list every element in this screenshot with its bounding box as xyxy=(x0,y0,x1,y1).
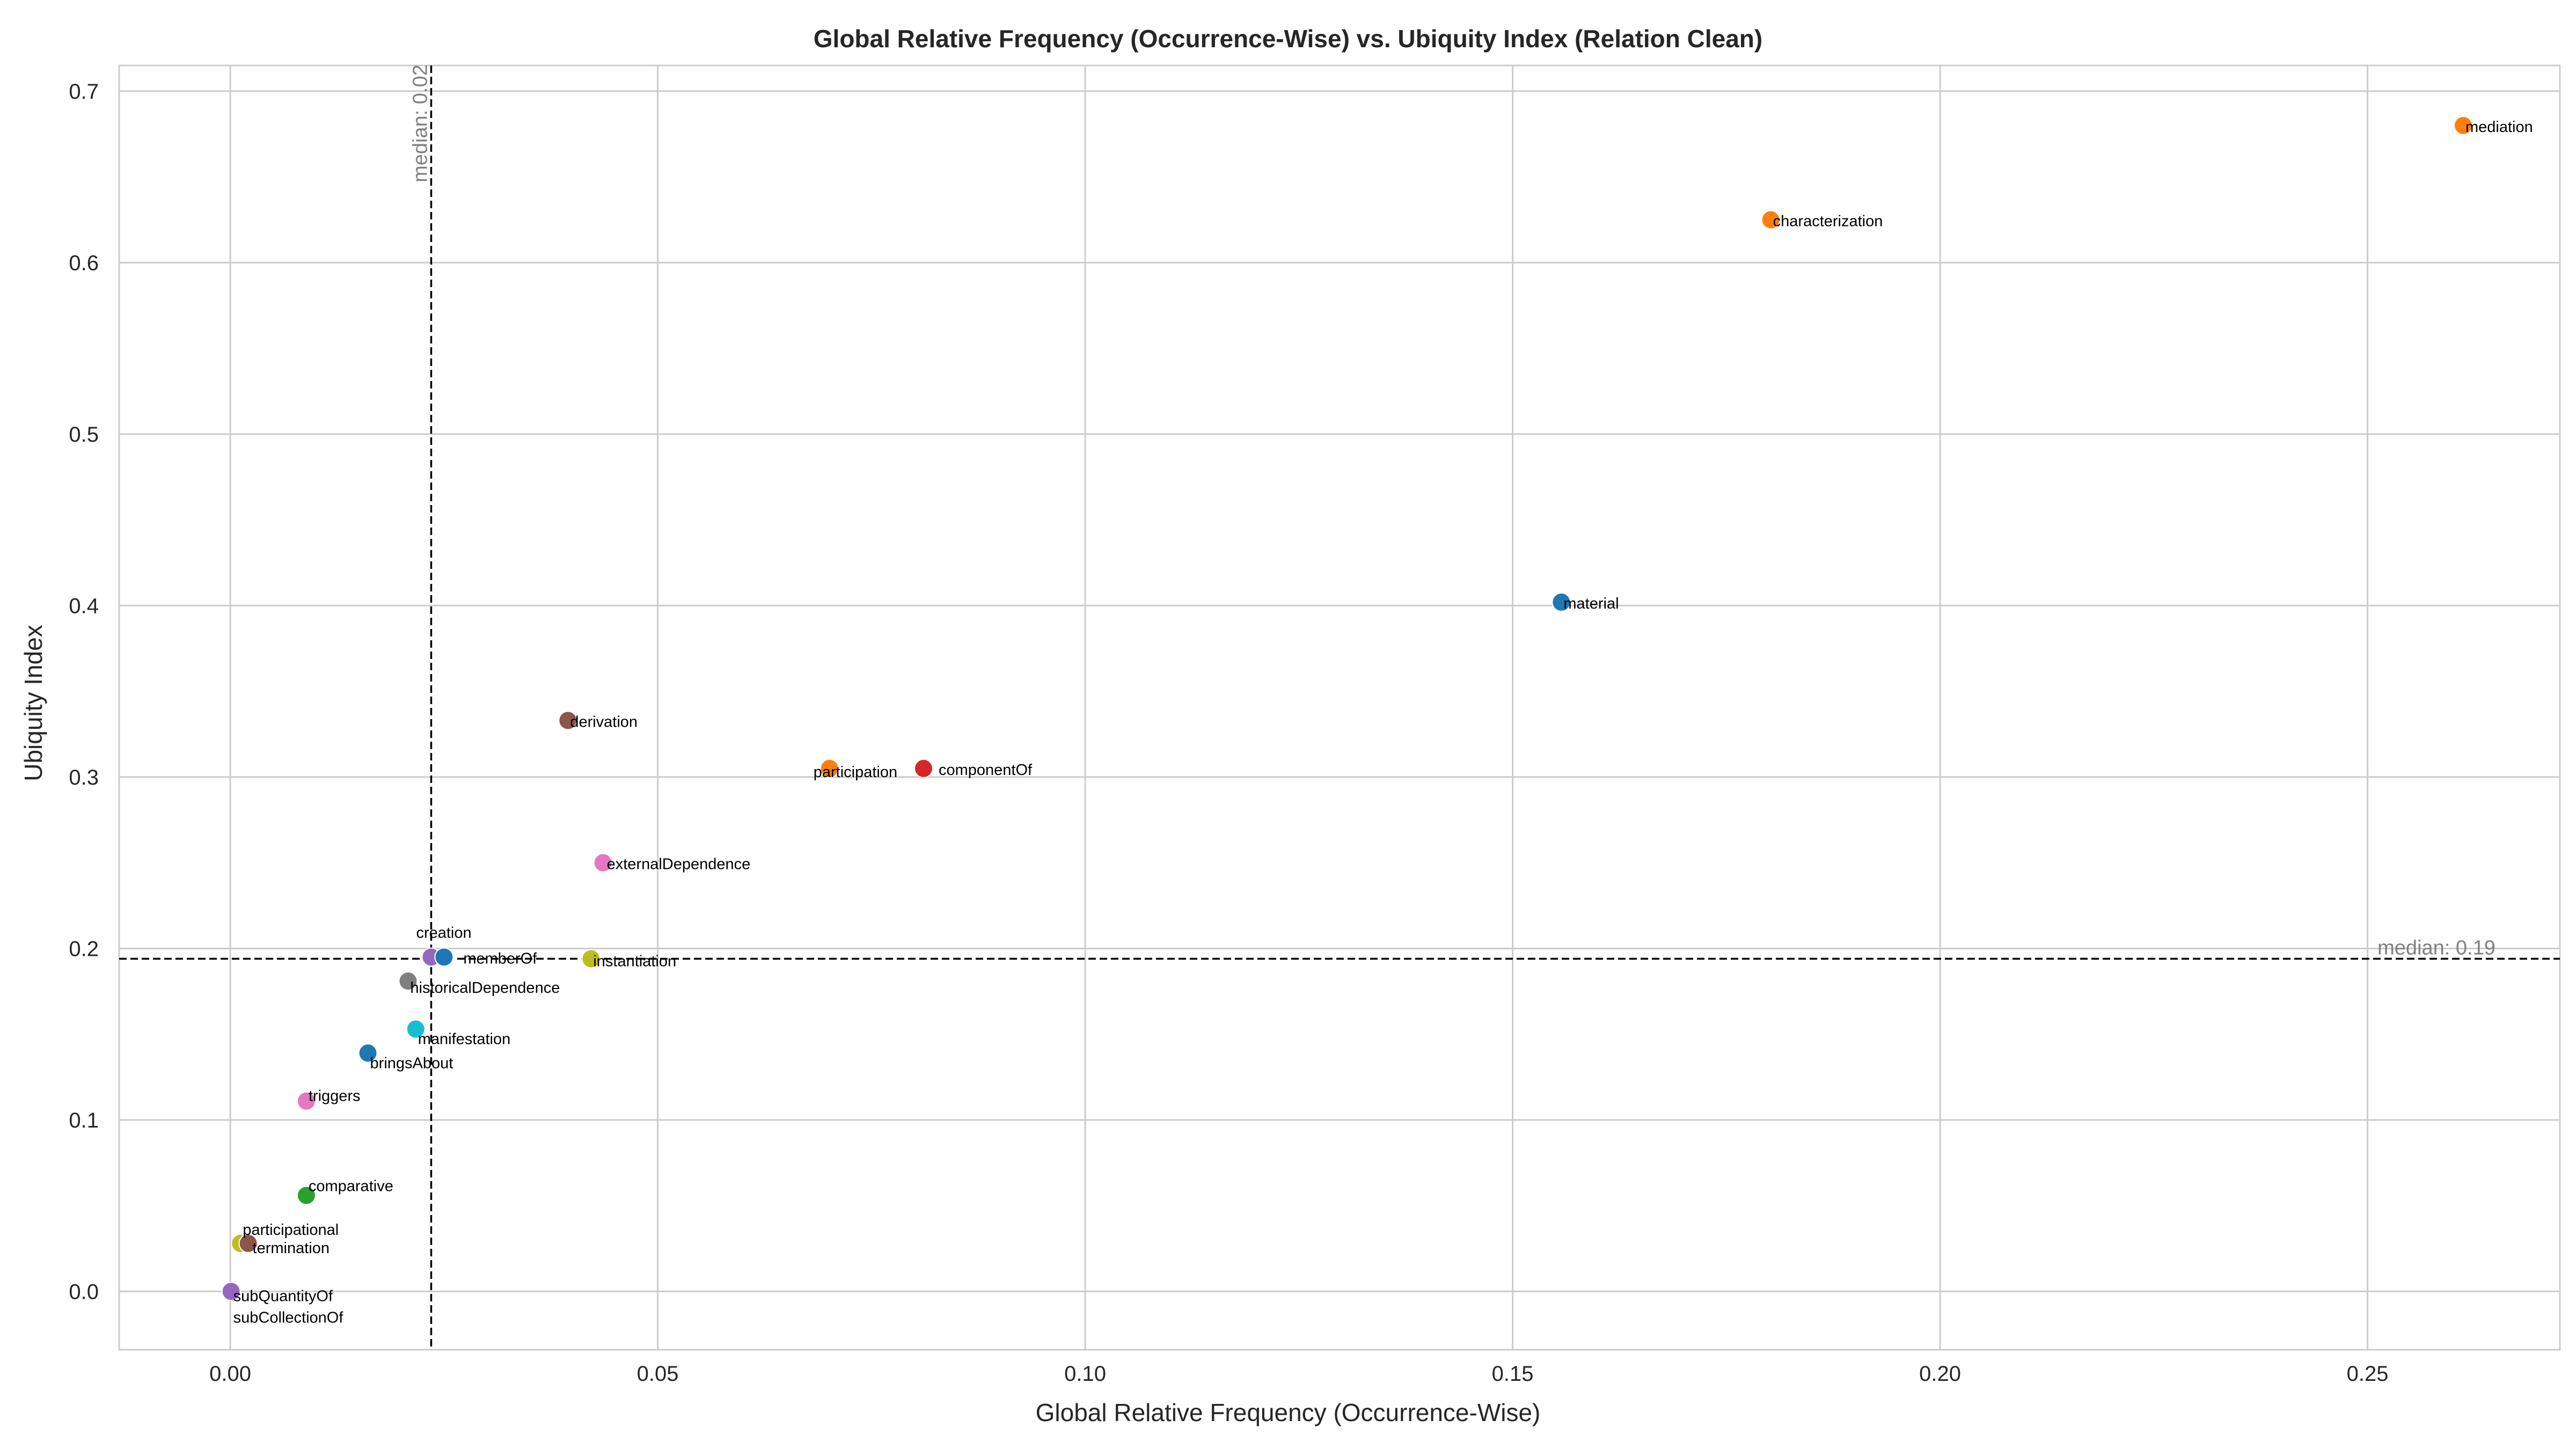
point-label: subQuantityOf xyxy=(233,1287,333,1305)
point-label: mediation xyxy=(2465,119,2533,136)
data-point xyxy=(1761,210,1781,230)
x-tick-label: 0.25 xyxy=(2347,1362,2389,1386)
y-tick-label: 0.1 xyxy=(69,1109,99,1132)
point-label: derivation xyxy=(570,713,638,730)
x-tick-label: 0.15 xyxy=(1492,1362,1534,1386)
point-label: material xyxy=(1563,595,1619,612)
tick-labels: 0.00 0.05 0.10 0.15 0.20 0.25 0.0 0.1 0.2 0.3 0.4 0… xyxy=(69,80,2388,1386)
x-axis-label: Global Relative Frequency (Occurrence-Wi… xyxy=(1036,1399,1541,1426)
point-label: memberOf xyxy=(463,950,537,967)
data-point xyxy=(238,1233,258,1253)
x-tick-label: 0.05 xyxy=(637,1362,679,1386)
point-label: externalDependence xyxy=(607,856,751,873)
point-label: historicalDependence xyxy=(410,979,560,997)
data-point xyxy=(221,1282,241,1301)
y-axis-label: Ubiquity Index xyxy=(19,625,47,781)
point-label: subCollectionOf xyxy=(233,1309,344,1326)
point-label: manifestation xyxy=(418,1031,511,1048)
data-point xyxy=(1552,592,1571,612)
median-y-label: median: 0.19 xyxy=(2377,937,2496,960)
data-point xyxy=(819,758,839,778)
y-tick-label: 0.5 xyxy=(69,423,99,447)
data-point xyxy=(2453,115,2473,135)
data-point xyxy=(398,971,418,991)
y-tick-label: 0.3 xyxy=(69,766,99,789)
point-label: comparative xyxy=(309,1177,393,1195)
point-label: bringsAbout xyxy=(370,1055,453,1072)
x-tick-label: 0.10 xyxy=(1064,1362,1106,1386)
y-tick-label: 0.2 xyxy=(69,937,99,961)
median-x-label: median: 0.02 xyxy=(409,64,431,182)
data-point xyxy=(296,1185,316,1205)
point-label: triggers xyxy=(309,1088,361,1105)
median-lines: median: 0.02 median: 0.19 xyxy=(119,64,2560,1350)
point-label: instantiation xyxy=(593,953,676,970)
plot-frame xyxy=(118,64,2561,1351)
data-point xyxy=(914,758,934,778)
y-tick-label: 0.6 xyxy=(69,251,99,275)
point-label: creation xyxy=(416,924,471,941)
data-point xyxy=(434,947,454,967)
point-labels: mediation characterization material derivat… xyxy=(233,119,2533,1327)
point-label: participational xyxy=(243,1221,339,1239)
x-tick-label: 0.20 xyxy=(1919,1362,1961,1386)
data-points xyxy=(221,115,2473,1301)
data-point xyxy=(581,949,601,969)
point-label: componentOf xyxy=(939,762,1033,779)
data-point xyxy=(593,853,613,873)
x-tick-label: 0.00 xyxy=(209,1362,251,1386)
point-label: termination xyxy=(253,1240,330,1257)
data-point xyxy=(406,1019,426,1039)
grid xyxy=(119,65,2560,1350)
y-tick-label: 0.4 xyxy=(69,594,99,618)
chart-title: Global Relative Frequency (Occurrence-Wi… xyxy=(814,25,1762,53)
y-tick-label: 0.7 xyxy=(69,80,99,104)
point-label: characterization xyxy=(1773,213,1883,230)
data-point xyxy=(296,1091,316,1111)
point-label: participation xyxy=(814,764,897,781)
y-tick-label: 0.0 xyxy=(69,1280,99,1304)
data-point xyxy=(558,711,578,730)
data-point xyxy=(358,1043,378,1063)
